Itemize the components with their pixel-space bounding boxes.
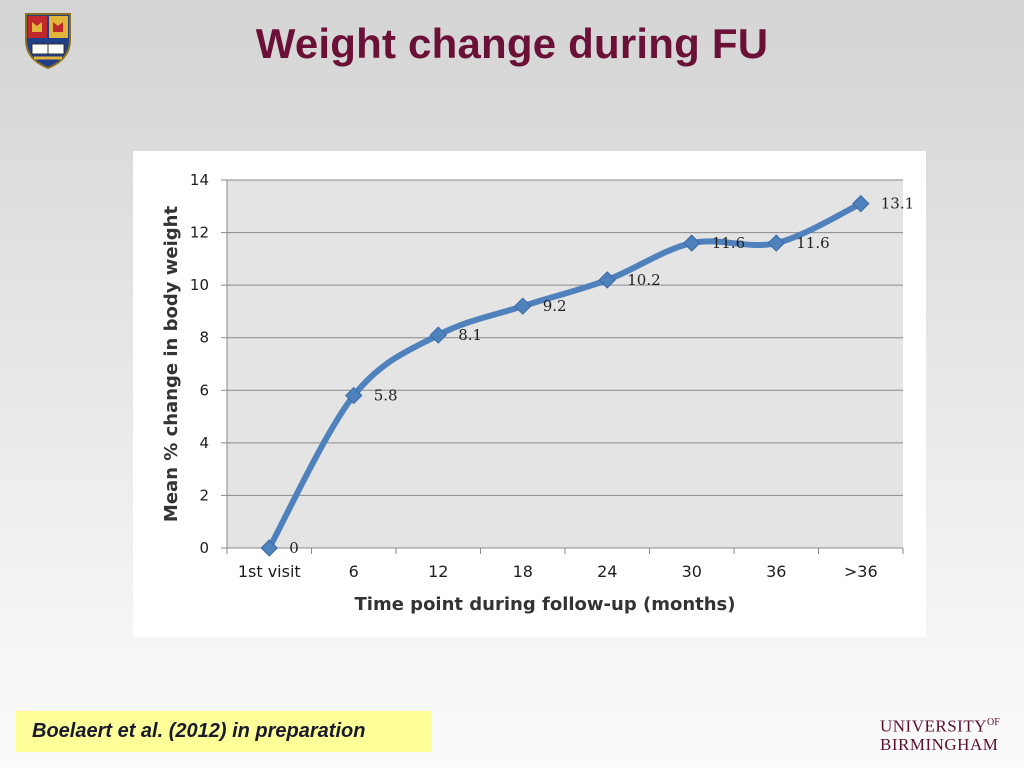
x-tick-label: 30: [682, 562, 702, 581]
data-point-marker: [598, 271, 616, 289]
citation-box: Boelaert et al. (2012) in preparation: [16, 711, 432, 752]
data-point-marker: [767, 234, 785, 252]
data-label: 10.2: [627, 271, 660, 289]
y-tick-label: 6: [199, 381, 209, 399]
y-tick-label: 8: [199, 329, 209, 347]
gridlines: [227, 179, 903, 496]
x-tick-label: 18: [513, 562, 533, 581]
data-point-marker: [260, 539, 278, 557]
y-axis-title: Mean % change in body weight: [161, 206, 182, 523]
data-point-marker: [852, 194, 870, 213]
chart-panel: 0 2 4 6 8 10 12 14 1st visit 6 12 18 24 30 36 >36 0 5.8…: [133, 151, 926, 637]
x-tick-label: 6: [349, 562, 359, 581]
x-tick-label: >36: [844, 562, 878, 581]
logo-birmingham: BIRMINGHAM: [880, 734, 999, 754]
x-tick-label: 1st visit: [238, 562, 301, 581]
axes: [221, 179, 904, 554]
data-label: 13.1: [881, 195, 914, 213]
y-tick-labels: 0 2 4 6 8 10 12 14: [190, 171, 209, 557]
data-label: 11.6: [712, 234, 745, 252]
y-tick-label: 14: [190, 171, 209, 189]
data-point-marker: [683, 234, 701, 252]
data-label: 9.2: [543, 297, 567, 315]
data-label: 0: [289, 539, 299, 557]
data-label: 8.1: [458, 326, 482, 344]
data-point-marker: [345, 386, 363, 405]
university-logo: UNIVERSITYOF BIRMINGHAM: [880, 714, 1000, 754]
x-tick-label: 12: [428, 562, 448, 581]
data-label: 11.6: [796, 234, 829, 252]
logo-of: OF: [987, 717, 1000, 728]
y-tick-label: 0: [199, 539, 209, 557]
citation-text: Boelaert et al. (2012) in preparation: [32, 720, 366, 742]
slide-title: Weight change during FU: [255, 20, 769, 67]
data-label: 5.8: [374, 387, 398, 405]
data-point-marker: [514, 297, 532, 315]
data-label-group: 0 5.8 8.1 9.2 10.2 11.6 11.6 13.1: [289, 195, 914, 557]
y-tick-label: 10: [190, 276, 209, 294]
x-tick-label: 24: [597, 562, 617, 581]
x-tick-label: 36: [766, 562, 786, 581]
data-point-marker: [429, 326, 447, 344]
y-tick-label: 12: [190, 224, 209, 242]
y-tick-label: 2: [199, 486, 209, 504]
crest-icon: [25, 13, 71, 70]
y-tick-label: 4: [199, 434, 209, 452]
x-tick-labels: 1st visit 6 12 18 24 30 36 >36: [238, 562, 878, 581]
series-line-group: [260, 194, 870, 557]
logo-university: UNIVERSITY: [880, 716, 987, 736]
x-axis-title: Time point during follow-up (months): [355, 594, 736, 615]
